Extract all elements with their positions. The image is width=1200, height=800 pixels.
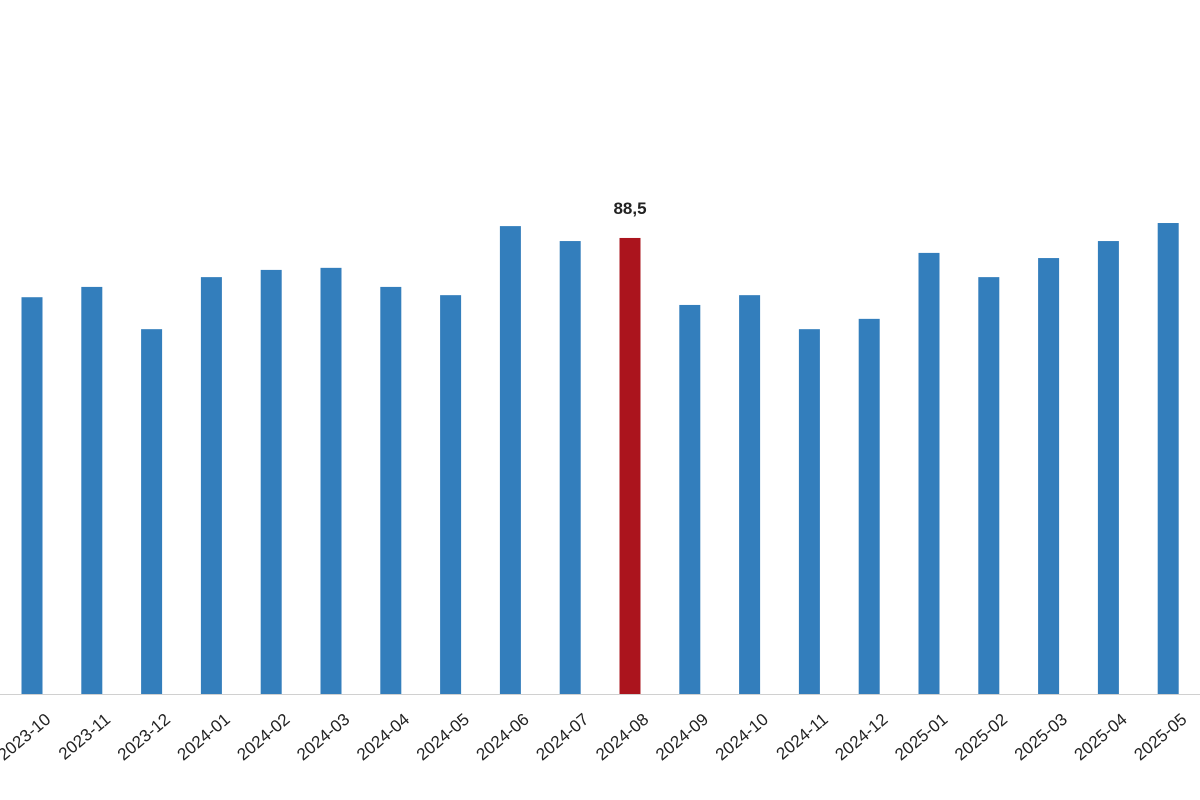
x-tick-label: 2024-06 bbox=[473, 710, 533, 765]
bar bbox=[978, 277, 1000, 694]
x-tick-label: 2024-02 bbox=[233, 710, 293, 765]
x-tick-label: 2024-10 bbox=[712, 710, 772, 765]
bar bbox=[559, 241, 581, 694]
value-label: 88,5 bbox=[613, 199, 646, 218]
bar bbox=[380, 286, 402, 694]
bar bbox=[499, 226, 521, 694]
x-tick-label: 2024-05 bbox=[413, 710, 473, 765]
bar bbox=[260, 269, 282, 694]
x-tick-label: 2025-04 bbox=[1071, 710, 1131, 765]
bar bbox=[320, 267, 342, 694]
bar bbox=[1097, 241, 1119, 694]
bar bbox=[679, 304, 701, 694]
bar bbox=[141, 329, 163, 694]
x-tick-label: 2025-01 bbox=[891, 710, 951, 765]
bar bbox=[798, 329, 820, 694]
bar bbox=[1038, 258, 1060, 694]
x-tick-label: 2023-10 bbox=[0, 710, 54, 765]
x-tick-label: 2024-01 bbox=[174, 710, 234, 765]
x-tick-label: 2024-08 bbox=[592, 710, 652, 765]
bar bbox=[81, 286, 103, 694]
x-tick-label: 2023-11 bbox=[55, 710, 114, 764]
x-tick-label: 2025-05 bbox=[1130, 710, 1190, 765]
bar bbox=[918, 252, 940, 694]
x-tick-label: 2025-03 bbox=[1011, 710, 1071, 765]
bar bbox=[858, 318, 880, 694]
bar bbox=[619, 237, 641, 694]
bar bbox=[200, 277, 222, 694]
x-tick-label: 2024-04 bbox=[353, 710, 413, 765]
x-tick-label: 2024-12 bbox=[831, 710, 891, 765]
bar bbox=[1157, 223, 1179, 694]
x-tick-label: 2024-07 bbox=[532, 710, 592, 765]
bar bbox=[440, 295, 462, 694]
x-tick-label: 2024-11 bbox=[773, 710, 832, 764]
bar bbox=[21, 297, 43, 694]
x-tick-label: 2024-09 bbox=[652, 710, 712, 765]
x-tick-label: 2025-02 bbox=[951, 710, 1011, 765]
x-tick-label: 2024-03 bbox=[293, 710, 353, 765]
bar bbox=[739, 295, 761, 694]
x-tick-label: 2023-12 bbox=[114, 710, 174, 765]
